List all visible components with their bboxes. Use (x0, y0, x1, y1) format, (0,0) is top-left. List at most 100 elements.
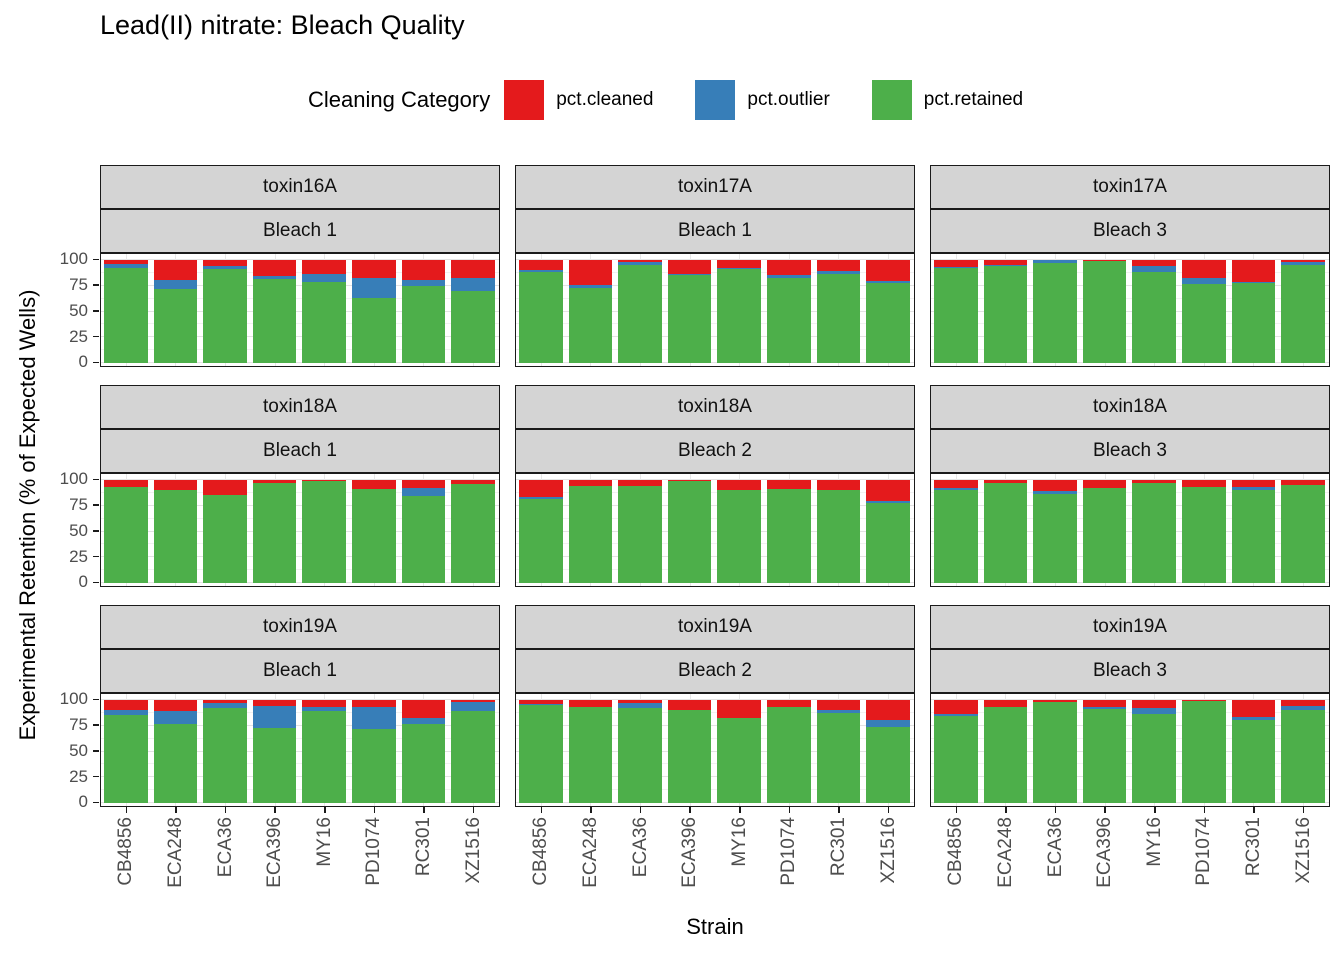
bar-segment-pct.cleaned (618, 260, 662, 263)
bar-segment-pct.cleaned (153, 480, 198, 491)
stacked-bar-ECA248 (983, 700, 1028, 803)
x-axis-tick-label: ECA248 (165, 817, 186, 888)
bar-segment-pct.outlier (866, 720, 910, 727)
x-axis-tick (540, 807, 543, 813)
x-axis-tick-label: ECA248 (580, 817, 601, 888)
gridline (101, 517, 499, 519)
bar-segment-pct.retained (766, 488, 811, 583)
bar-segment-pct.cleaned (816, 260, 861, 272)
bar-segment-pct.outlier (933, 487, 978, 491)
gridline (516, 724, 914, 726)
stacked-bar-RC301 (1231, 700, 1276, 803)
stacked-bar-ECA248 (153, 260, 198, 363)
stacked-bar-XZ1516 (866, 480, 910, 583)
gridline (516, 517, 914, 519)
stacked-bar-MY16 (717, 480, 762, 583)
gridline (931, 362, 1329, 363)
y-axis-tick (93, 724, 99, 726)
bar-segment-pct.outlier (451, 277, 495, 291)
bar-segment-pct.retained (1033, 263, 1077, 363)
bar-segment-pct.outlier (203, 266, 247, 270)
bar-segment-pct.outlier (252, 275, 297, 279)
bar-segment-pct.cleaned (568, 480, 613, 486)
stacked-bar-RC301 (816, 480, 861, 583)
bar-segment-pct.outlier (302, 274, 347, 282)
bar-segment-pct.retained (153, 490, 198, 583)
bar-segment-pct.retained (1132, 713, 1177, 803)
bar-segment-pct.outlier (451, 701, 495, 712)
x-axis-tick-label: XZ1516 (877, 817, 899, 884)
gridline (101, 530, 499, 532)
gridline (516, 310, 914, 312)
stacked-bar-MY16 (1132, 700, 1177, 803)
bar-segment-pct.cleaned (667, 260, 712, 275)
gridline (931, 491, 1329, 493)
gridline (101, 776, 499, 778)
y-axis-tick-label: 25 (69, 326, 88, 346)
gridline (516, 491, 914, 493)
bar-segment-pct.retained (203, 707, 247, 803)
bar-segment-pct.cleaned (518, 480, 563, 497)
bar-segment-pct.outlier (103, 710, 148, 716)
bar-segment-pct.retained (766, 278, 811, 363)
facet-panel (930, 693, 1330, 807)
gridline (101, 504, 499, 506)
stacked-bar-ECA396 (252, 260, 297, 363)
gridline (931, 284, 1329, 286)
bar-segment-pct.outlier (1281, 705, 1325, 710)
x-axis-tick-label: MY16 (728, 817, 750, 867)
bar-segment-pct.retained (302, 711, 347, 803)
bar-segment-pct.outlier (618, 703, 662, 708)
stacked-bar-ECA36 (203, 700, 247, 803)
y-axis-tick (93, 698, 99, 701)
bar-segment-pct.retained (103, 715, 148, 803)
bar-segment-pct.outlier (401, 718, 446, 724)
gridline (516, 776, 914, 778)
x-axis-tick-label: PD1074 (778, 817, 800, 886)
x-axis-tick-label: MY16 (1143, 817, 1165, 867)
stacked-bar-RC301 (1231, 480, 1276, 583)
bar-segment-pct.retained (816, 273, 861, 363)
bar-segment-pct.retained (1181, 283, 1226, 363)
bar-segment-pct.retained (351, 728, 396, 803)
bar-segment-pct.cleaned (401, 260, 446, 281)
stacked-bar-PD1074 (1181, 260, 1226, 363)
bar-segment-pct.retained (866, 726, 910, 803)
bar-segment-pct.cleaned (1132, 480, 1177, 484)
bar-segment-pct.retained (401, 285, 446, 363)
bar-segment-pct.cleaned (568, 260, 613, 285)
bar-segment-pct.cleaned (983, 260, 1028, 266)
gridline (101, 479, 499, 480)
stacked-bar-RC301 (401, 480, 446, 583)
gridline (101, 699, 499, 700)
bar-segment-pct.outlier (518, 269, 563, 273)
bar-segment-pct.retained (816, 713, 861, 803)
bar-segment-pct.cleaned (618, 480, 662, 486)
bar-segment-pct.outlier (1033, 491, 1077, 495)
gridline (516, 737, 914, 739)
y-axis-tick-label: 75 (69, 495, 88, 515)
bar-segment-pct.retained (667, 709, 712, 803)
x-axis-tick-label: ECA248 (995, 817, 1016, 888)
x-axis-tick (590, 807, 592, 813)
bar-segment-pct.outlier (1231, 716, 1276, 721)
legend-key-swatch-icon (695, 80, 736, 120)
facet-panel (100, 253, 500, 367)
x-axis-tick-label: ECA396 (264, 817, 286, 888)
bar-segment-pct.outlier (983, 265, 1028, 266)
facet-panel (515, 253, 915, 367)
bar-segment-pct.cleaned (252, 260, 297, 276)
x-axis-tick (324, 807, 326, 813)
stacked-bar-PD1074 (1181, 700, 1226, 803)
gridline (101, 491, 499, 493)
stacked-bar-PD1074 (766, 700, 811, 803)
bar-segment-pct.cleaned (1082, 480, 1127, 488)
bar-segment-pct.outlier (401, 487, 446, 497)
legend-entry: pct.outlier (695, 80, 830, 120)
facet-strip-bleach: Bleach 1 (100, 209, 500, 253)
stacked-bar-RC301 (816, 700, 861, 803)
bar-segment-pct.retained (618, 264, 662, 363)
gridline (101, 310, 499, 312)
x-axis-tick (1104, 807, 1106, 813)
x-axis-tick (1005, 807, 1007, 813)
